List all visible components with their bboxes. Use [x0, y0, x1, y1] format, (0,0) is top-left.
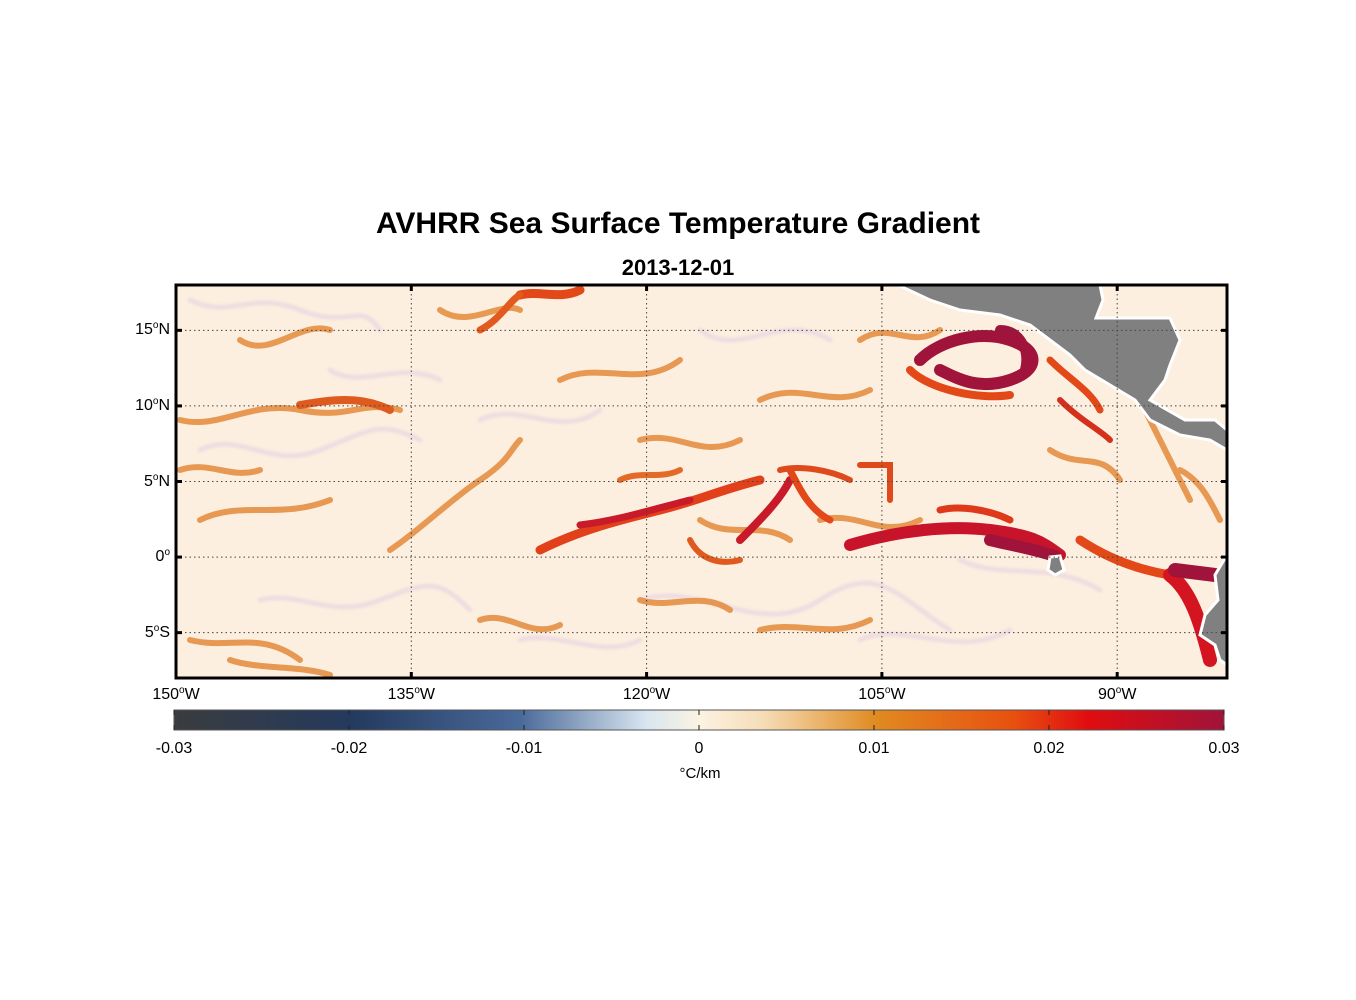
colorbar-tick-label: 0.01 [858, 740, 890, 757]
colorbar-tick-label: -0.02 [330, 740, 368, 757]
colorbar-tick-label: 0.03 [1208, 740, 1240, 757]
colorbar-tick-label: 0 [694, 740, 704, 757]
lon-tick-label: 150oW [152, 685, 200, 704]
lat-tick-label: 5oS [144, 622, 170, 641]
lon-tick-label: 135oW [387, 685, 435, 704]
map-title: AVHRR Sea Surface Temperature Gradient [375, 207, 981, 240]
colorbar-unit: °C/km [679, 765, 721, 782]
lon-tick-label: 120oW [622, 685, 671, 704]
colorbar-tick-label: -0.01 [505, 740, 543, 757]
colorbar-ticks [173, 710, 1225, 730]
lat-tick-label: 0o [155, 547, 170, 566]
map-subtitle: 2013-12-01 [621, 255, 735, 280]
map-frame [174, 283, 1229, 680]
strong-gradient-fronts [296, 285, 1222, 667]
ocean-background [176, 285, 1227, 678]
colorbar-tick-label: 0.02 [1033, 740, 1065, 757]
lon-tick-label: 105oW [858, 685, 906, 704]
lat-tick-label: 5oN [143, 471, 170, 490]
land-masses [897, 285, 1227, 667]
colorbar-tick-label: -0.03 [155, 740, 193, 757]
lat-tick-label: 15oN [135, 320, 170, 339]
central-america-land [897, 285, 1227, 452]
lat-tick-label: 10oN [135, 395, 170, 414]
galapagos-islands [1046, 554, 1066, 577]
south-america-land [1198, 552, 1227, 667]
moderate-gradient-fronts [177, 304, 1223, 678]
lon-tick-label: 90oW [1097, 685, 1137, 704]
